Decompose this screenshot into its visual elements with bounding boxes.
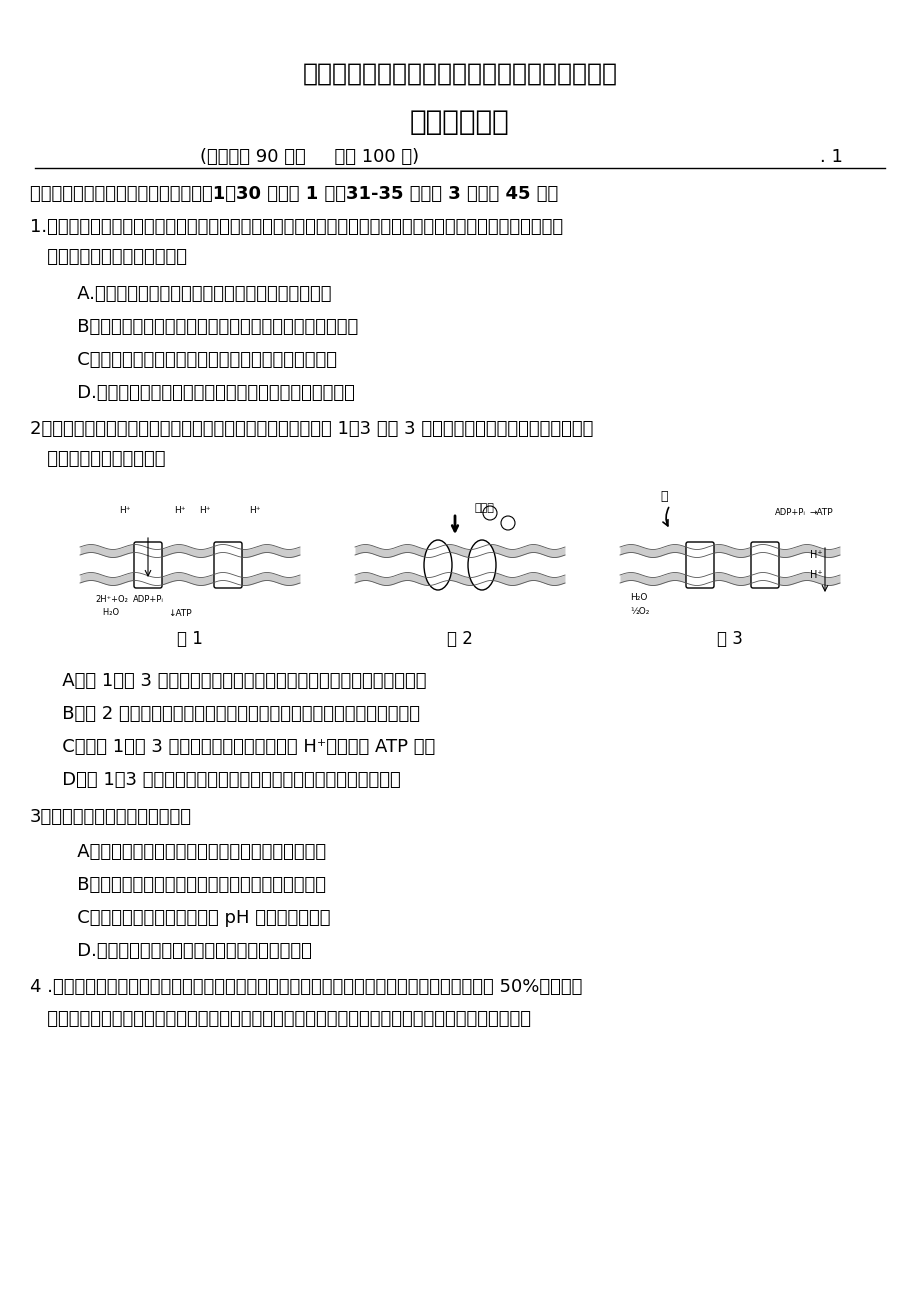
Text: H⁺: H⁺ <box>809 549 822 560</box>
Text: ADP+Pᵢ: ADP+Pᵢ <box>132 595 164 604</box>
Ellipse shape <box>468 540 495 590</box>
Text: H⁺: H⁺ <box>174 506 186 516</box>
Text: B．图 2 特定受体蛋白与特定信号分子结合，阐明细胞间可进行信息交流: B．图 2 特定受体蛋白与特定信号分子结合，阐明细胞间可进行信息交流 <box>45 704 420 723</box>
Text: 图 1: 图 1 <box>176 630 203 648</box>
Text: A.构成生物体细胞的化学元素在无机自然界都能找到: A.构成生物体细胞的化学元素在无机自然界都能找到 <box>60 285 331 303</box>
Text: B．不同生物的细胞内，构成它们的化学元素含量大体相似: B．不同生物的细胞内，构成它们的化学元素含量大体相似 <box>60 318 357 336</box>
FancyBboxPatch shape <box>214 542 242 589</box>
Text: H₂O: H₂O <box>630 592 647 602</box>
Text: 4 .图甲表达全光照和不同限度遮光对某植物叶片中叶绿素含量的影响，图乙表达初夏某天在遮光 50%条件下，: 4 .图甲表达全光照和不同限度遮光对某植物叶片中叶绿素含量的影响，图乙表达初夏某… <box>30 978 582 996</box>
Text: A．图 1、图 3 所示生理过程的发生场合分别是线粒体内膜和叶绿体内膜: A．图 1、图 3 所示生理过程的发生场合分别是线粒体内膜和叶绿体内膜 <box>45 672 426 690</box>
Text: D．图 1～3 中生物膜功能不同，重要由于生物膜上蛋白质种类不同: D．图 1～3 中生物膜功能不同，重要由于生物膜上蛋白质种类不同 <box>45 771 401 789</box>
Text: 分。对以上事实解释合理的是: 分。对以上事实解释合理的是 <box>30 247 187 266</box>
Text: 1.人们常常食用的牛、羊、猪等肉类和白菜、土豆等蔬菜，经消化吸收后，其中的成分可被转化为人体的构成成: 1.人们常常食用的牛、羊、猪等肉类和白菜、土豆等蔬菜，经消化吸收后，其中的成分可… <box>30 217 562 236</box>
Text: 图 3: 图 3 <box>716 630 743 648</box>
Text: 北京市朝阳区～高三年级第一学期期末统一考试: 北京市朝阳区～高三年级第一学期期末统一考试 <box>302 62 617 86</box>
Text: 细胞外: 细胞外 <box>474 503 494 513</box>
Text: C．酶合适在最适温度及最适 pH 条件下长期保存: C．酶合适在最适温度及最适 pH 条件下长期保存 <box>60 909 330 927</box>
Text: D.不同生物的细胞内，构成它们的化学元素种类大体相似: D.不同生物的细胞内，构成它们的化学元素种类大体相似 <box>60 384 355 402</box>
Text: 2．生物膜系统在细胞的生命活动中发挥着极其重要的作用。图 1～3 表达 3 种生物膜构造及其所发生的部分生理: 2．生物膜系统在细胞的生命活动中发挥着极其重要的作用。图 1～3 表达 3 种生… <box>30 421 593 437</box>
Text: H⁺: H⁺ <box>119 506 130 516</box>
Text: 3．下列有关酶的论述，对的的是: 3．下列有关酶的论述，对的的是 <box>30 809 192 825</box>
FancyBboxPatch shape <box>750 542 778 589</box>
Text: 光: 光 <box>659 490 667 503</box>
Text: H₂O: H₂O <box>95 608 119 617</box>
Circle shape <box>482 506 496 519</box>
Text: D.可用过氧化氢作底来探究温度对酶活性的影响: D.可用过氧化氢作底来探究温度对酶活性的影响 <box>60 943 312 960</box>
Text: 2H⁺+O₂: 2H⁺+O₂ <box>95 595 128 604</box>
Text: ADP+Pᵢ: ADP+Pᵢ <box>774 508 805 517</box>
Text: 图 2: 图 2 <box>447 630 472 648</box>
Text: ↓ATP: ↓ATP <box>168 609 191 618</box>
Text: H⁺: H⁺ <box>199 506 210 516</box>
Text: →ATP: →ATP <box>809 508 833 517</box>
Text: ½O₂: ½O₂ <box>630 607 649 616</box>
FancyBboxPatch shape <box>686 542 713 589</box>
Text: 温度、光照强度、该植物净光合速率和气孔导度（气孔张开的限度）的日变化趋势。下列说法错误的是: 温度、光照强度、该植物净光合速率和气孔导度（气孔张开的限度）的日变化趋势。下列说… <box>30 1010 530 1029</box>
Text: 生物学科试卷: 生物学科试卷 <box>410 108 509 135</box>
Text: (考试时间 90 分钟     满分 100 分): (考试时间 90 分钟 满分 100 分) <box>199 148 419 165</box>
Text: H⁺: H⁺ <box>249 506 260 516</box>
Text: H⁺: H⁺ <box>809 570 822 579</box>
Text: 过程。下列说法错误的是: 过程。下列说法错误的是 <box>30 450 165 467</box>
FancyBboxPatch shape <box>134 542 162 589</box>
Text: 一、选择题（每题只有一种对的答案。1～30 题每题 1 分，31-35 题每题 3 分，共 45 分）: 一、选择题（每题只有一种对的答案。1～30 题每题 1 分，31-35 题每题 … <box>30 185 558 203</box>
Ellipse shape <box>424 540 451 590</box>
Text: A．酶具有催化作用并都能与双缩脲试剂反映呈紫色: A．酶具有催化作用并都能与双缩脲试剂反映呈紫色 <box>60 842 325 861</box>
Text: . 1: . 1 <box>819 148 842 165</box>
Text: C．构成生物体细胞的生物大分子都是以碳链作为骨架: C．构成生物体细胞的生物大分子都是以碳链作为骨架 <box>60 352 336 368</box>
Text: B．细胞代谢可以有条不紊地进行与酶的专一性有关: B．细胞代谢可以有条不紊地进行与酶的专一性有关 <box>60 876 325 894</box>
Text: C．从图 1、图 3 所示的生理过程可知，随着 H⁺的运送有 ATP 生成: C．从图 1、图 3 所示的生理过程可知，随着 H⁺的运送有 ATP 生成 <box>45 738 435 756</box>
Circle shape <box>501 516 515 530</box>
